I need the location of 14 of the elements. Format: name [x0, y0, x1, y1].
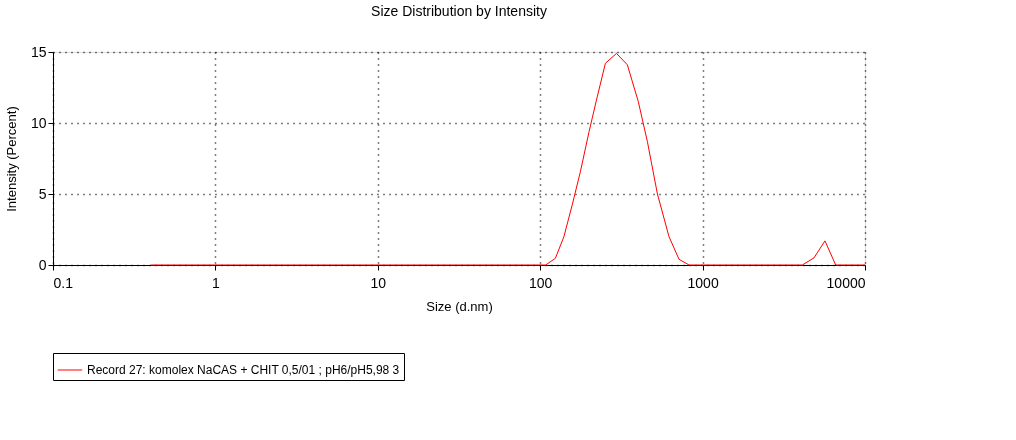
y-tick-label: 15 [30, 43, 47, 60]
chart-title: Size Distribution by Intensity [371, 3, 547, 19]
legend-label: Record 27: komolex NaCAS + CHIT 0,5/01 ; pH6/pH5,98 3 [87, 363, 400, 377]
x-tick-label: 0.1 [53, 274, 74, 291]
x-axis-title: Size (d.nm) [426, 298, 493, 314]
y-tick-label: 5 [38, 185, 47, 202]
x-tick-label: 100 [529, 274, 553, 291]
y-axis-title: Intensity (Percent) [3, 106, 19, 212]
x-tick-label: 1 [212, 274, 220, 291]
x-tick-label: 10000 [826, 274, 866, 291]
y-tick-label: 0 [38, 256, 47, 273]
x-tick-label: 10 [370, 274, 387, 291]
y-tick-label: 10 [30, 114, 47, 131]
x-tick-label: 1000 [687, 274, 719, 291]
